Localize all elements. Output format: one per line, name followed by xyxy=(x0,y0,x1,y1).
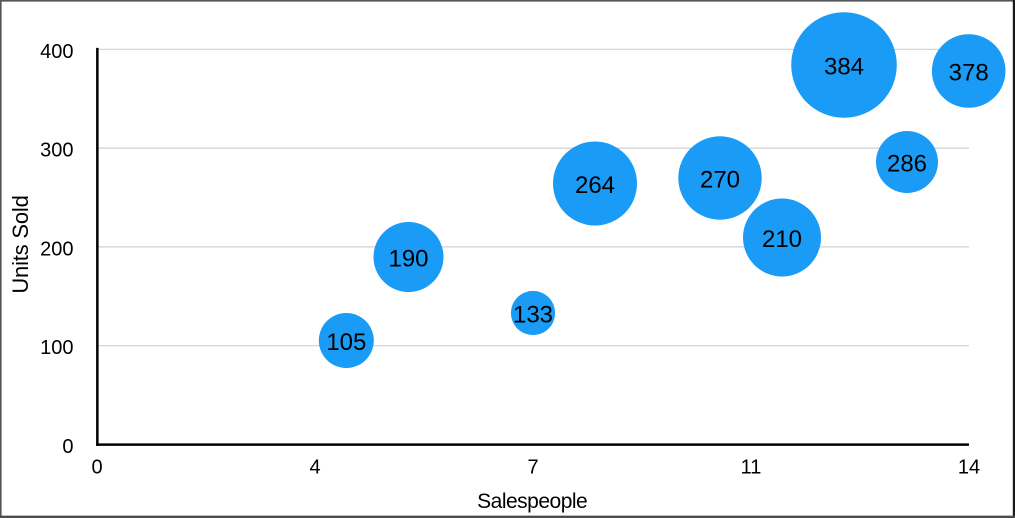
svg-text:210: 210 xyxy=(762,226,802,253)
svg-text:7: 7 xyxy=(527,457,538,479)
svg-text:105: 105 xyxy=(326,329,366,356)
svg-text:4: 4 xyxy=(309,457,320,479)
svg-text:270: 270 xyxy=(700,166,740,193)
svg-text:378: 378 xyxy=(949,59,989,86)
svg-text:384: 384 xyxy=(824,53,864,80)
svg-text:0: 0 xyxy=(91,457,102,479)
svg-text:264: 264 xyxy=(575,172,615,199)
svg-text:0: 0 xyxy=(62,436,73,458)
svg-text:300: 300 xyxy=(40,140,73,162)
svg-text:200: 200 xyxy=(40,238,73,260)
svg-text:400: 400 xyxy=(40,41,73,63)
svg-text:Units Sold: Units Sold xyxy=(8,195,33,293)
svg-text:100: 100 xyxy=(40,337,73,359)
svg-text:286: 286 xyxy=(887,150,927,177)
svg-text:133: 133 xyxy=(513,301,553,328)
svg-text:Salespeople: Salespeople xyxy=(477,490,587,513)
svg-text:11: 11 xyxy=(741,457,762,479)
svg-text:14: 14 xyxy=(958,457,980,479)
svg-text:190: 190 xyxy=(388,245,428,272)
